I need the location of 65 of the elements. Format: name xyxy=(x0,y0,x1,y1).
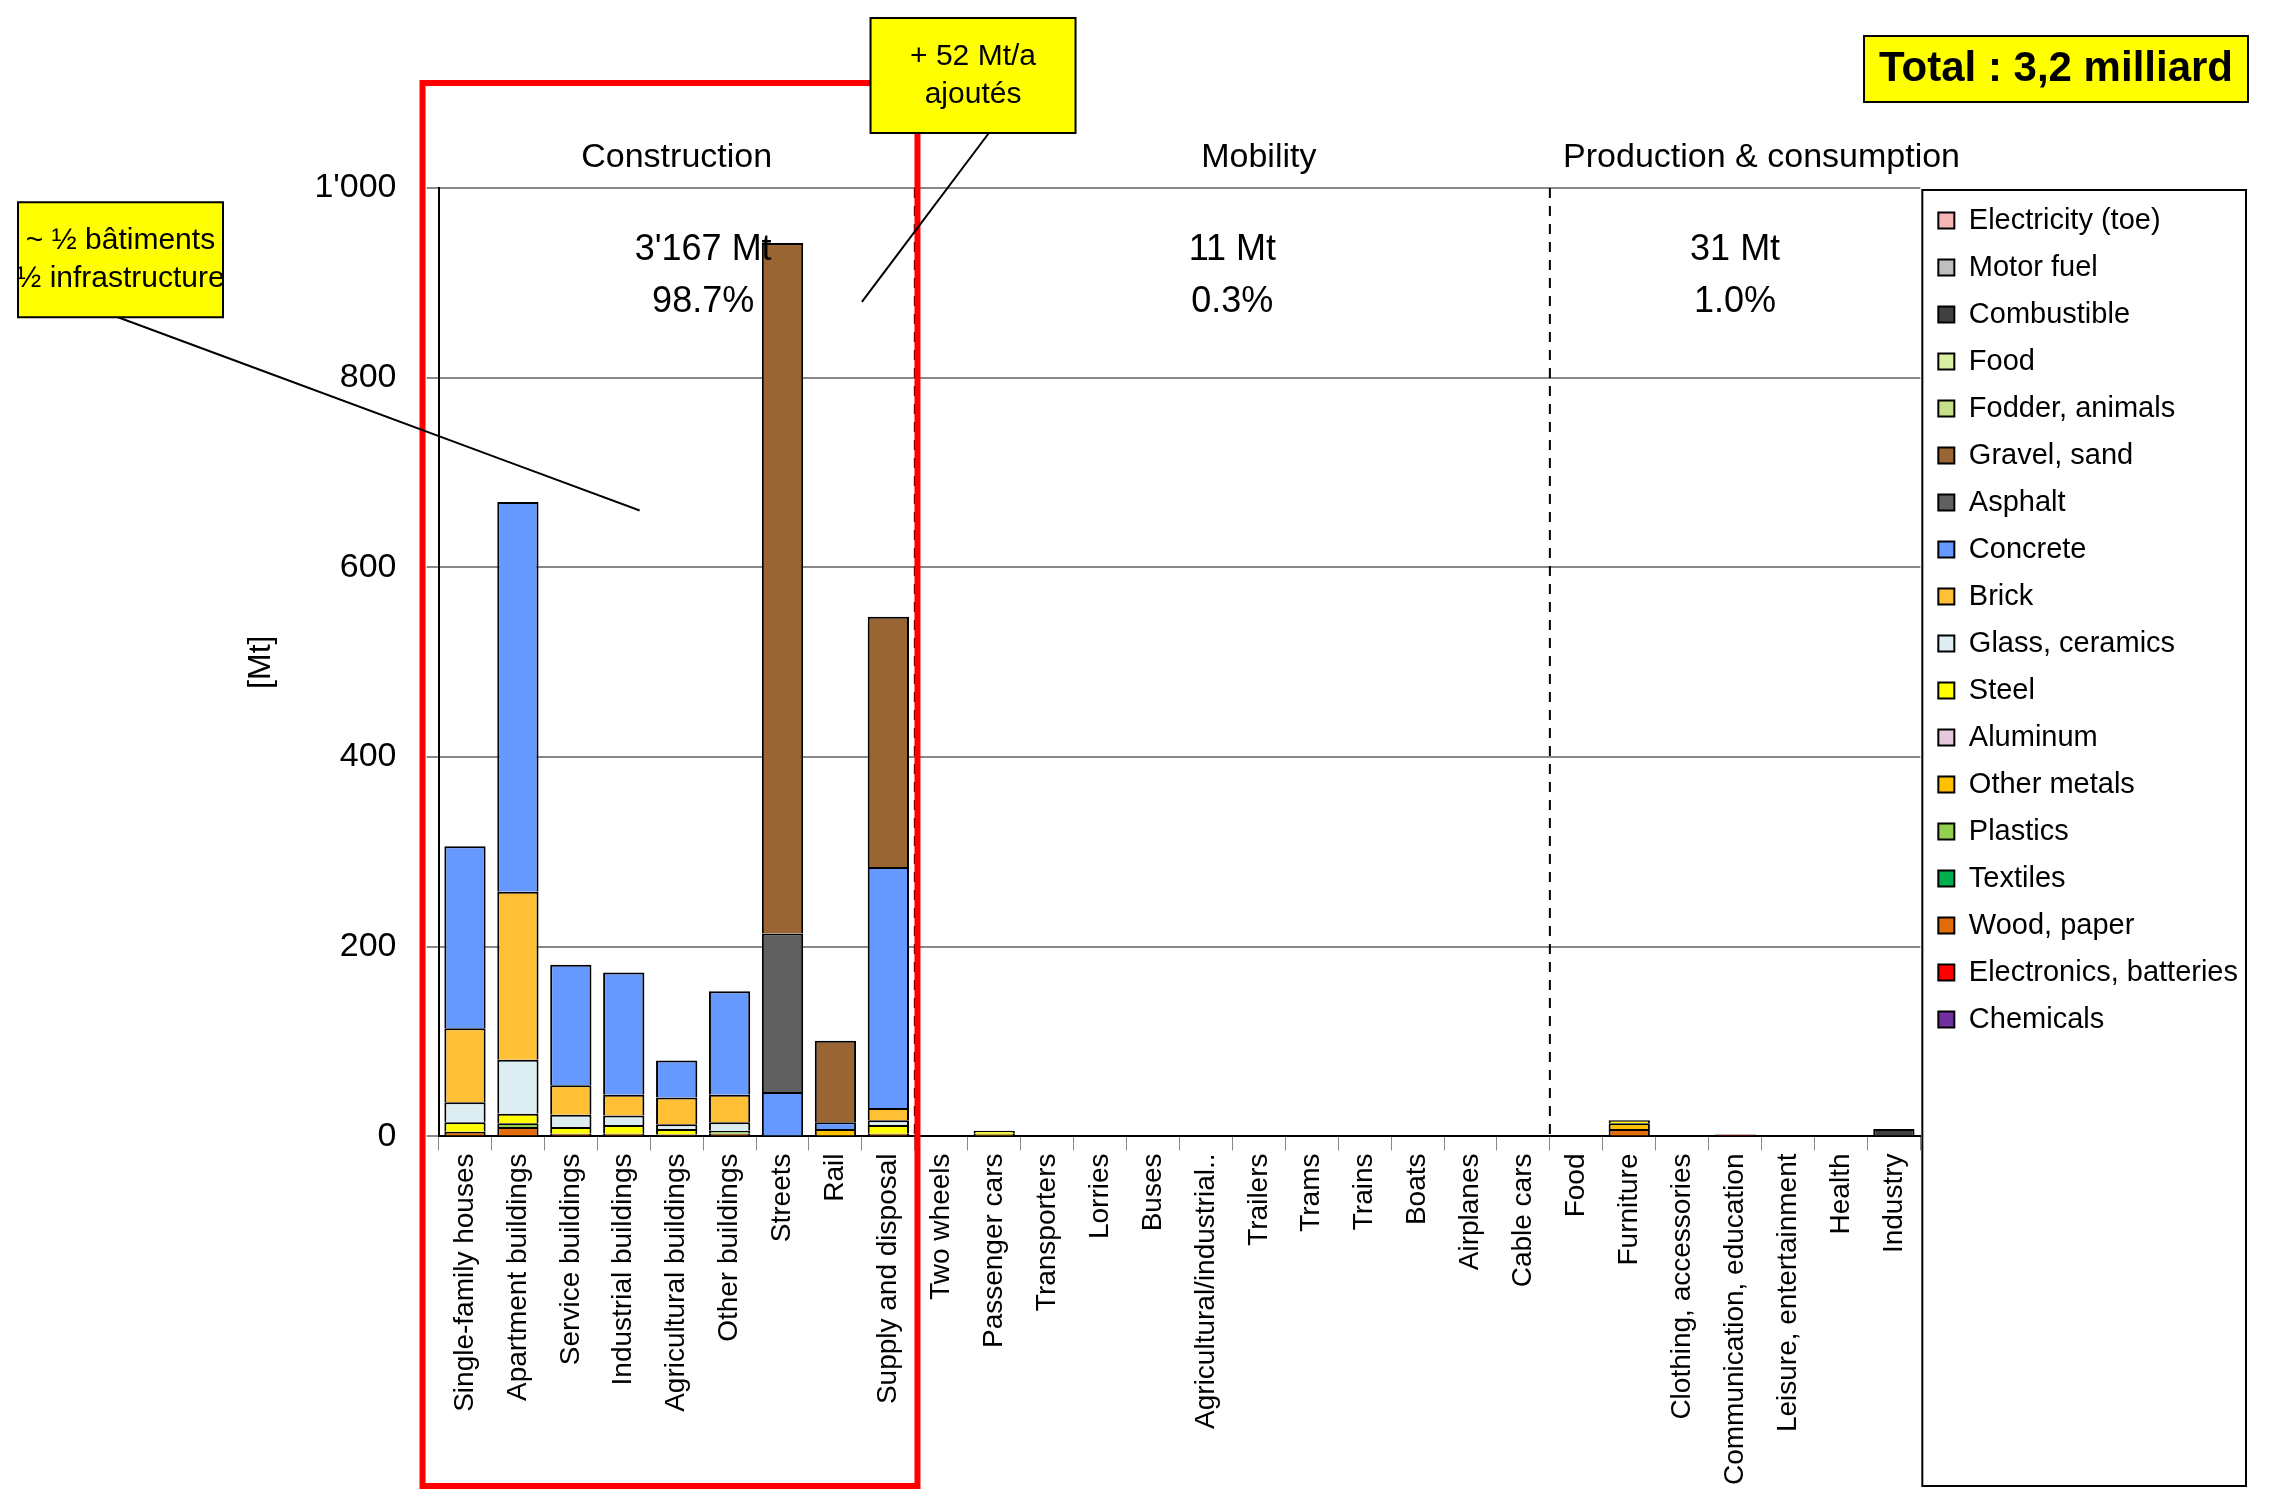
x-tick-label: Streets xyxy=(765,1153,797,1243)
annotation: 31 Mt xyxy=(1690,226,1781,268)
text: Mobility xyxy=(1201,136,1317,175)
text: Production & consumption xyxy=(1563,136,1961,175)
x-tick-label: Agricultural buildings xyxy=(659,1153,691,1412)
y-tick-label: 0 xyxy=(377,1114,397,1153)
x-tick-label: Industry xyxy=(1876,1153,1908,1254)
annotation: 3'167 Mt xyxy=(634,226,772,268)
x-tick-label: Apartment buildings xyxy=(500,1153,532,1401)
legend-label: Gravel, sand xyxy=(1968,437,2134,470)
x-tick-label: Service buildings xyxy=(553,1153,585,1366)
x-tick-label: Trailers xyxy=(1241,1153,1273,1246)
x-tick-label: Trains xyxy=(1347,1153,1379,1231)
x-tick-label: Boats xyxy=(1400,1153,1432,1226)
x-tick-label: Transporters xyxy=(1029,1153,1061,1312)
x-tick-label: Cable cars xyxy=(1506,1153,1538,1288)
legend-label: Motor fuel xyxy=(1968,249,2098,282)
legend-label: Fodder, animals xyxy=(1968,390,2176,423)
legend-label: Textiles xyxy=(1968,860,2066,893)
x-tick-label: Airplanes xyxy=(1453,1153,1485,1271)
text: Construction xyxy=(581,136,773,175)
legend-label: Electronics, batteries xyxy=(1968,954,2238,987)
x-tick-label: Rail xyxy=(818,1153,850,1202)
x-tick-label: Lorries xyxy=(1082,1153,1114,1240)
y-tick-label: 1'000 xyxy=(314,166,397,205)
x-tick-label: Agricultural/industrial.. xyxy=(1188,1153,1220,1429)
text: ~ ½ bâtiments ½ infrastructure xyxy=(16,221,225,293)
y-tick-label: 600 xyxy=(339,545,397,584)
x-tick-label: Buses xyxy=(1135,1153,1167,1232)
x-tick-label: Trams xyxy=(1294,1153,1326,1232)
legend-label: Asphalt xyxy=(1968,484,2066,517)
x-tick-label: Supply and disposal xyxy=(871,1153,903,1405)
legend-label: Plastics xyxy=(1968,813,2069,846)
text: Total : 3,2 milliard xyxy=(1879,42,2233,90)
x-tick-label: Communication, education xyxy=(1717,1153,1749,1485)
legend-label: Food xyxy=(1968,343,2035,376)
legend-label: Wood, paper xyxy=(1968,907,2135,940)
x-tick-label: Furniture xyxy=(1611,1153,1643,1266)
x-tick-label: Health xyxy=(1823,1153,1855,1235)
x-tick-label: Other buildings xyxy=(712,1153,744,1342)
x-tick-label: Leisure, entertainment xyxy=(1770,1153,1802,1433)
annotation: 98.7% xyxy=(652,278,755,320)
annotation: 1.0% xyxy=(1694,278,1777,320)
x-tick-label: Passenger cars xyxy=(976,1153,1008,1349)
legend-label: Steel xyxy=(1968,672,2035,705)
legend-label: Chemicals xyxy=(1968,1001,2105,1034)
x-tick-label: Food xyxy=(1559,1153,1591,1218)
annotation: 0.3% xyxy=(1191,278,1274,320)
legend-label: Combustible xyxy=(1968,296,2131,329)
legend-label: Electricity (toe) xyxy=(1968,202,2161,235)
x-tick-label: Clothing, accessories xyxy=(1664,1153,1696,1420)
x-tick-label: Industrial buildings xyxy=(606,1153,638,1386)
legend-label: Glass, ceramics xyxy=(1968,625,2176,658)
y-axis-title: [Mt] xyxy=(241,635,278,689)
annotation: 11 Mt xyxy=(1188,226,1277,268)
legend-label: Aluminum xyxy=(1968,719,2098,752)
y-tick-label: 800 xyxy=(339,356,397,395)
y-tick-label: 400 xyxy=(339,735,397,774)
legend-label: Concrete xyxy=(1968,531,2087,564)
x-tick-label: Single-family houses xyxy=(447,1153,479,1412)
text: + 52 Mt/a ajoutés xyxy=(910,37,1037,109)
legend-label: Other metals xyxy=(1968,766,2135,799)
x-tick-label: Two wheels xyxy=(924,1153,955,1300)
y-tick-label: 200 xyxy=(339,925,397,964)
legend-label: Brick xyxy=(1968,578,2034,611)
